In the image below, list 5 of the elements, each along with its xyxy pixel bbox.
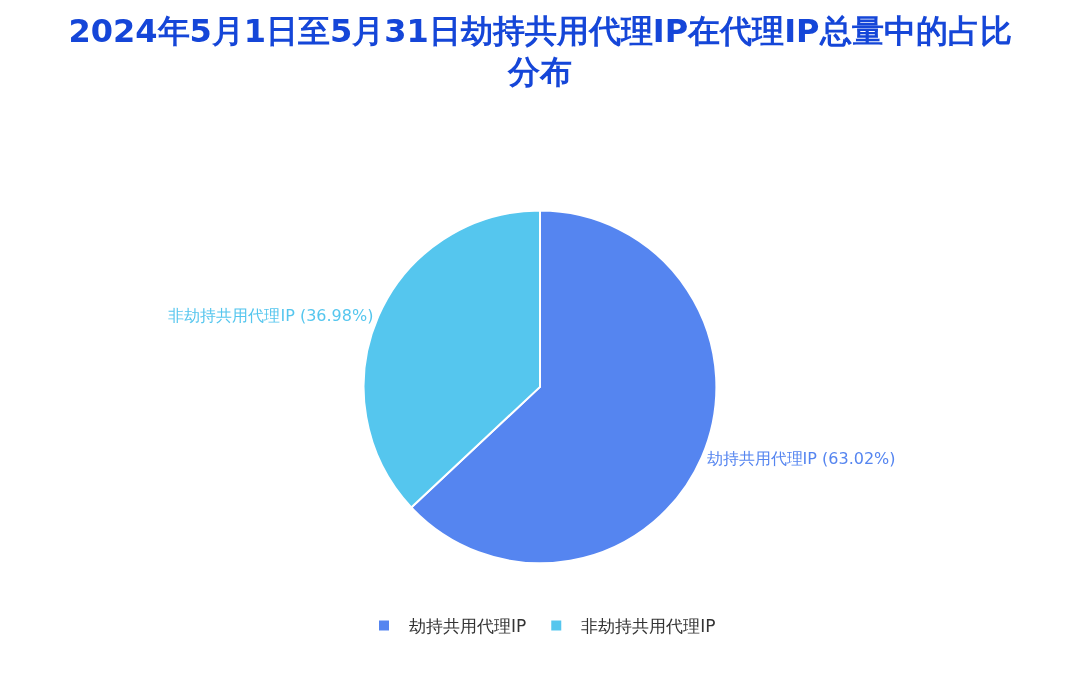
legend-label: 非劫持共用代理IP xyxy=(581,616,716,637)
data-label: 劫持共用代理IP (63.02%) xyxy=(706,449,896,469)
data-label: 非劫持共用代理IP (36.98%) xyxy=(168,305,374,325)
legend-label: 劫持共用代理IP xyxy=(409,616,527,637)
chart-title: 2024年5月1日至5月31日劫持共用代理IP在代理IP总量中的占比分布 xyxy=(68,11,1012,92)
